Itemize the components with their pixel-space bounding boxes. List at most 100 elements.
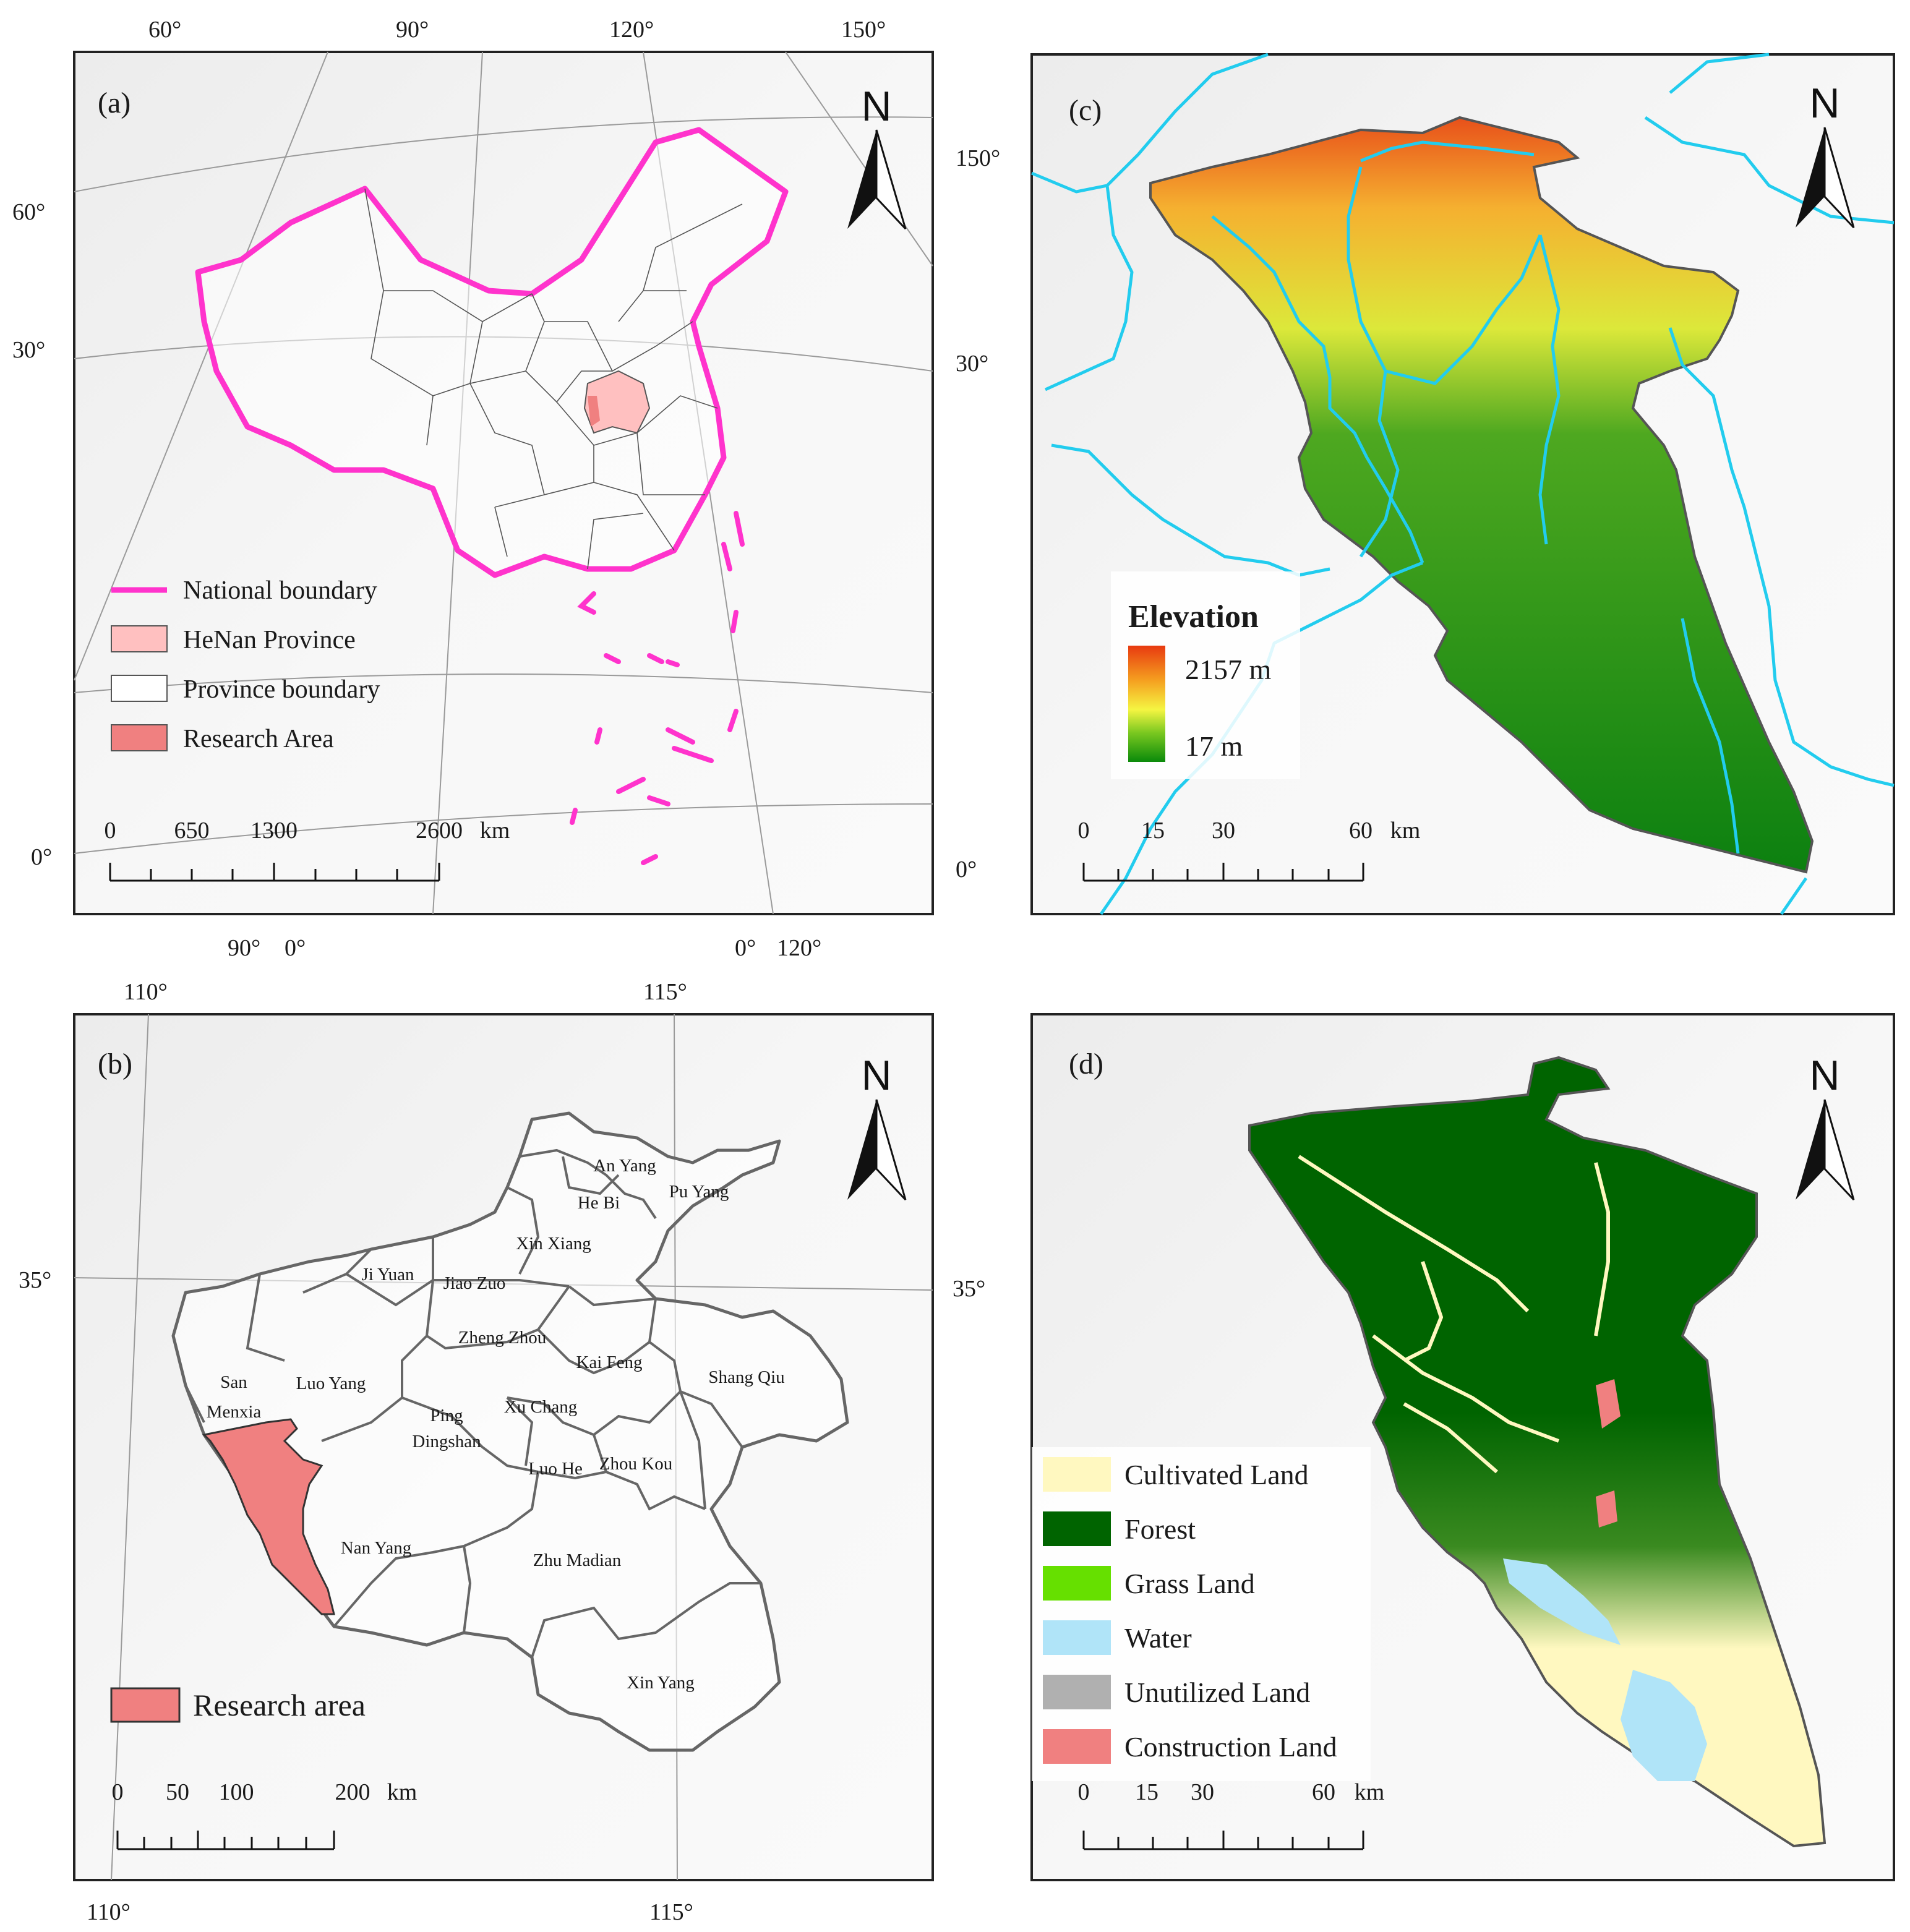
panel-a-label: (a) [98, 87, 131, 119]
svg-text:90°: 90° [396, 17, 429, 43]
svg-text:120°: 120° [609, 17, 654, 43]
landuse-legend-box [1032, 1447, 1371, 1781]
svg-text:Unutilized Land: Unutilized Land [1124, 1677, 1310, 1708]
panel-a-north-arrow: N [847, 83, 907, 230]
svg-text:Zhu Madian: Zhu Madian [533, 1550, 622, 1570]
panel-b-tick-labels: 110° 115° 35° 35° 110° 115° [19, 979, 985, 1925]
panel-d: Cultivated Land Forest Grass Land Water … [1030, 1013, 1895, 1881]
svg-text:17 m: 17 m [1185, 730, 1243, 762]
svg-text:30°: 30° [956, 351, 988, 377]
svg-text:km: km [480, 818, 510, 844]
svg-text:Water: Water [1124, 1622, 1192, 1654]
north-arrow-icon [1796, 127, 1825, 228]
rivers [1031, 53, 1895, 915]
svg-text:0: 0 [105, 818, 116, 844]
panel-d-north-arrow: N [1796, 1052, 1855, 1201]
svg-text:km: km [387, 1779, 418, 1805]
water-body [1503, 1558, 1621, 1645]
svg-text:50: 50 [166, 1779, 189, 1805]
svg-text:National boundary: National boundary [183, 576, 377, 605]
elevation-legend-title: Elevation [1128, 599, 1259, 635]
construction-patch [1596, 1379, 1621, 1429]
legend-construction-swatch [1043, 1729, 1111, 1764]
svg-text:Xin Yang: Xin Yang [627, 1673, 695, 1693]
panel-b-scale-bar: 0 50 100 200 km [112, 1779, 418, 1850]
panel-a-scale-bar: 0 650 1300 2600 km [105, 818, 510, 882]
svg-text:Research area: Research area [193, 1688, 366, 1722]
panel-c-north-arrow: N [1796, 80, 1855, 229]
svg-text:km: km [1355, 1779, 1385, 1805]
svg-text:30: 30 [1191, 1779, 1214, 1805]
svg-text:90°: 90° [228, 935, 260, 961]
svg-text:Kai Feng: Kai Feng [576, 1353, 642, 1372]
panel-d-legend: Cultivated Land Forest Grass Land Water … [1043, 1457, 1337, 1764]
landuse-research-area [1248, 1056, 1826, 1848]
svg-text:Jiao Zuo: Jiao Zuo [443, 1273, 506, 1293]
legend-research-swatch [111, 724, 168, 751]
svg-text:Ping: Ping [430, 1406, 463, 1425]
svg-text:2600: 2600 [416, 818, 463, 844]
svg-text:650: 650 [174, 818, 210, 844]
city-labels: An Yang He Bi Pu Yang Xin Xiang Ji Yuan … [207, 1156, 785, 1693]
legend-water-swatch [1043, 1620, 1111, 1655]
panel-d-label: (d) [1069, 1048, 1103, 1080]
legend-henan-swatch [111, 625, 168, 652]
svg-text:Cultivated Land: Cultivated Land [1124, 1459, 1309, 1490]
elevation-ramp [1128, 646, 1165, 762]
legend-grass-swatch [1043, 1566, 1111, 1601]
svg-text:N: N [861, 83, 891, 130]
svg-text:0°: 0° [285, 935, 306, 961]
svg-text:30°: 30° [12, 337, 45, 363]
svg-text:Province boundary: Province boundary [183, 675, 380, 704]
svg-text:60: 60 [1349, 818, 1373, 844]
svg-text:km: km [1390, 818, 1421, 844]
legend-forest-swatch [1043, 1511, 1111, 1546]
svg-text:Zhou Kou: Zhou Kou [599, 1454, 672, 1474]
henan-province [583, 370, 651, 434]
svg-text:N: N [1809, 1052, 1839, 1099]
svg-text:200: 200 [335, 1779, 370, 1805]
svg-text:Menxia: Menxia [207, 1402, 262, 1422]
panel-c-label: (c) [1069, 94, 1102, 127]
svg-text:Nan Yang: Nan Yang [341, 1538, 411, 1558]
svg-text:Construction Land: Construction Land [1124, 1731, 1337, 1763]
svg-text:San: San [220, 1372, 247, 1392]
svg-text:15: 15 [1135, 1779, 1158, 1805]
legend-unutilized-swatch [1043, 1675, 1111, 1709]
svg-text:N: N [861, 1052, 891, 1099]
svg-text:Xin Xiang: Xin Xiang [516, 1234, 591, 1254]
legend-cultivated-swatch [1043, 1457, 1111, 1492]
svg-text:Pu Yang: Pu Yang [669, 1182, 729, 1202]
svg-text:60°: 60° [12, 199, 45, 225]
henan-prefectures [171, 1111, 849, 1752]
dem-research-area [1149, 116, 1814, 874]
water-body [1621, 1670, 1707, 1781]
svg-text:N: N [1809, 80, 1839, 127]
north-arrow-icon [847, 130, 876, 229]
svg-text:Research Area: Research Area [183, 725, 334, 753]
panel-b-label: (b) [98, 1048, 132, 1080]
svg-text:35°: 35° [953, 1276, 985, 1302]
svg-text:HeNan Province: HeNan Province [183, 626, 356, 654]
svg-text:115°: 115° [649, 1899, 693, 1925]
panel-c-scale-bar: 0 15 30 60 km [1078, 818, 1421, 882]
panel-d-scale-bar: 0 15 30 60 km [1078, 1779, 1385, 1850]
svg-text:Ji Yuan: Ji Yuan [361, 1265, 414, 1284]
panel-c: Elevation 2157 m 17 m N (c) 0 15 30 60 k… [1030, 53, 1895, 915]
svg-text:110°: 110° [87, 1899, 131, 1925]
svg-text:Luo Yang: Luo Yang [296, 1374, 366, 1393]
svg-text:60°: 60° [148, 17, 181, 43]
panel-b-north-arrow: N [847, 1052, 907, 1201]
landuse-detail [1298, 1155, 1610, 1474]
svg-text:0: 0 [1078, 818, 1090, 844]
construction-patch [1596, 1490, 1617, 1528]
svg-text:Luo He: Luo He [528, 1459, 583, 1479]
svg-text:An Yang: An Yang [593, 1156, 656, 1176]
svg-text:35°: 35° [19, 1267, 51, 1293]
svg-text:0°: 0° [735, 935, 756, 961]
svg-text:Grass Land: Grass Land [1124, 1568, 1255, 1599]
panel-b: An Yang He Bi Pu Yang Xin Xiang Ji Yuan … [19, 979, 985, 1925]
svg-text:60: 60 [1312, 1779, 1335, 1805]
svg-text:150°: 150° [956, 145, 1000, 171]
svg-text:He Bi: He Bi [578, 1193, 620, 1213]
